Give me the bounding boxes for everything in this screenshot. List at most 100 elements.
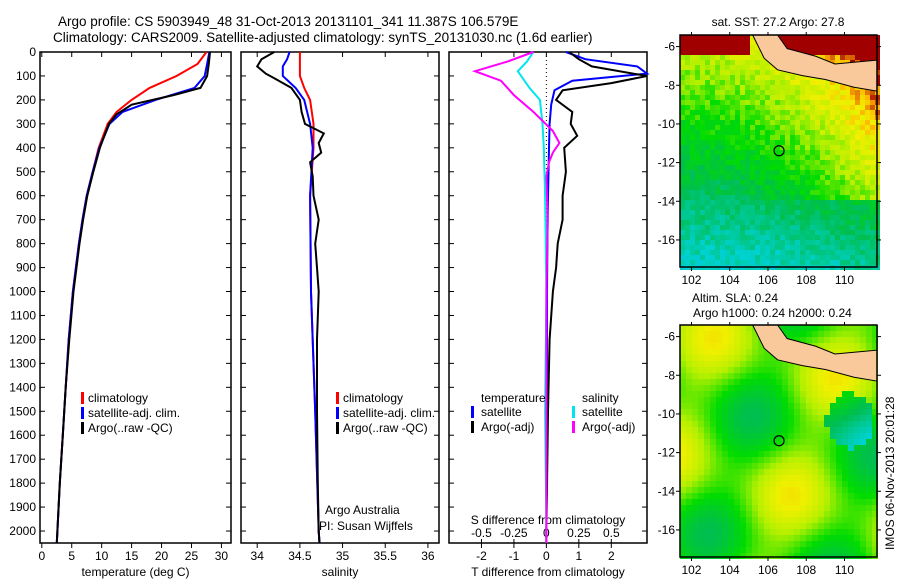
map-cell: [842, 487, 848, 493]
map-cell: [750, 190, 755, 195]
map-cell: [775, 255, 780, 260]
map-cell: [685, 255, 690, 260]
map-cell: [830, 145, 835, 150]
map-cell: [830, 215, 835, 220]
map-cell: [775, 210, 780, 215]
map-cell: [700, 170, 705, 175]
argo-position-marker: [773, 145, 785, 157]
map-cell: [788, 367, 794, 373]
map-cell: [720, 255, 725, 260]
map-cell: [775, 115, 780, 120]
map-cell: [825, 90, 830, 95]
map-cell: [845, 210, 850, 215]
map-cell: [854, 397, 860, 403]
map-cell: [790, 235, 795, 240]
map-cell: [745, 250, 750, 255]
map-cell: [850, 215, 855, 220]
map-cell: [794, 433, 800, 439]
map-cell: [695, 200, 700, 205]
map-cell: [746, 343, 752, 349]
map-cell: [746, 499, 752, 505]
map-cell: [835, 245, 840, 250]
map-cell: [734, 451, 740, 457]
map-cell: [690, 65, 695, 70]
map-cell: [806, 415, 812, 421]
map-cell: [770, 355, 776, 361]
map-cell: [730, 230, 735, 235]
map-cell: [820, 110, 825, 115]
map-cell: [872, 493, 878, 499]
map-cell: [854, 385, 860, 391]
map-cell: [815, 45, 820, 50]
map-cell: [755, 235, 760, 240]
map-cell: [835, 155, 840, 160]
map-cell: [758, 517, 764, 523]
map-cell: [795, 40, 800, 45]
map-cell: [800, 185, 805, 190]
map-cell: [722, 343, 728, 349]
map-cell: [704, 487, 710, 493]
map-cell: [800, 511, 806, 517]
map-cell: [764, 397, 770, 403]
map-cell: [698, 373, 704, 379]
map-cell: [685, 95, 690, 100]
map-cell: [820, 140, 825, 145]
map-cell: [750, 220, 755, 225]
map-cell: [765, 65, 770, 70]
map-cell: [734, 529, 740, 535]
map-cell: [845, 45, 850, 50]
map-cell: [692, 433, 698, 439]
map-cell: [720, 45, 725, 50]
map-cell: [872, 535, 878, 541]
map-cell: [722, 475, 728, 481]
map-cell: [830, 255, 835, 260]
map-cell: [752, 529, 758, 535]
map-cell: [800, 367, 806, 373]
map-cell: [800, 250, 805, 255]
map-cell: [824, 439, 830, 445]
map-cell: [824, 391, 830, 397]
map-cell: [730, 155, 735, 160]
map-cell: [770, 145, 775, 150]
map-cell: [830, 80, 835, 85]
map-cell: [755, 125, 760, 130]
map-cell: [830, 160, 835, 165]
map-cell: [770, 451, 776, 457]
map-cell: [818, 553, 824, 559]
map-cell: [805, 110, 810, 115]
map-cell: [825, 200, 830, 205]
map-cell: [860, 225, 865, 230]
map-cell: [812, 481, 818, 487]
map-cell: [840, 220, 845, 225]
map-cell: [840, 40, 845, 45]
map-cell: [788, 439, 794, 445]
map-cell: [824, 469, 830, 475]
map-cell: [710, 523, 716, 529]
legend-swatch: [336, 407, 339, 419]
map-cell: [820, 220, 825, 225]
map-cell: [824, 529, 830, 535]
map-cell: [780, 95, 785, 100]
map-cell: [810, 170, 815, 175]
map-cell: [770, 195, 775, 200]
map-cell: [700, 105, 705, 110]
map-cell: [730, 45, 735, 50]
map-cell: [825, 35, 830, 40]
map-cell: [725, 235, 730, 240]
map-cell: [704, 547, 710, 553]
map-cell: [860, 40, 865, 45]
x-tick-label: 35.5: [374, 549, 398, 563]
map-cell: [820, 190, 825, 195]
map-cell: [680, 415, 686, 421]
map-cell: [715, 80, 720, 85]
map-cell: [785, 165, 790, 170]
map-cell: [680, 150, 685, 155]
map-cell: [860, 55, 865, 60]
map-cell: [735, 75, 740, 80]
map-cell: [728, 385, 734, 391]
map-cell: [810, 140, 815, 145]
map-cell: [830, 95, 835, 100]
map-cell: [795, 165, 800, 170]
map-cell: [735, 220, 740, 225]
map-cell: [870, 165, 875, 170]
